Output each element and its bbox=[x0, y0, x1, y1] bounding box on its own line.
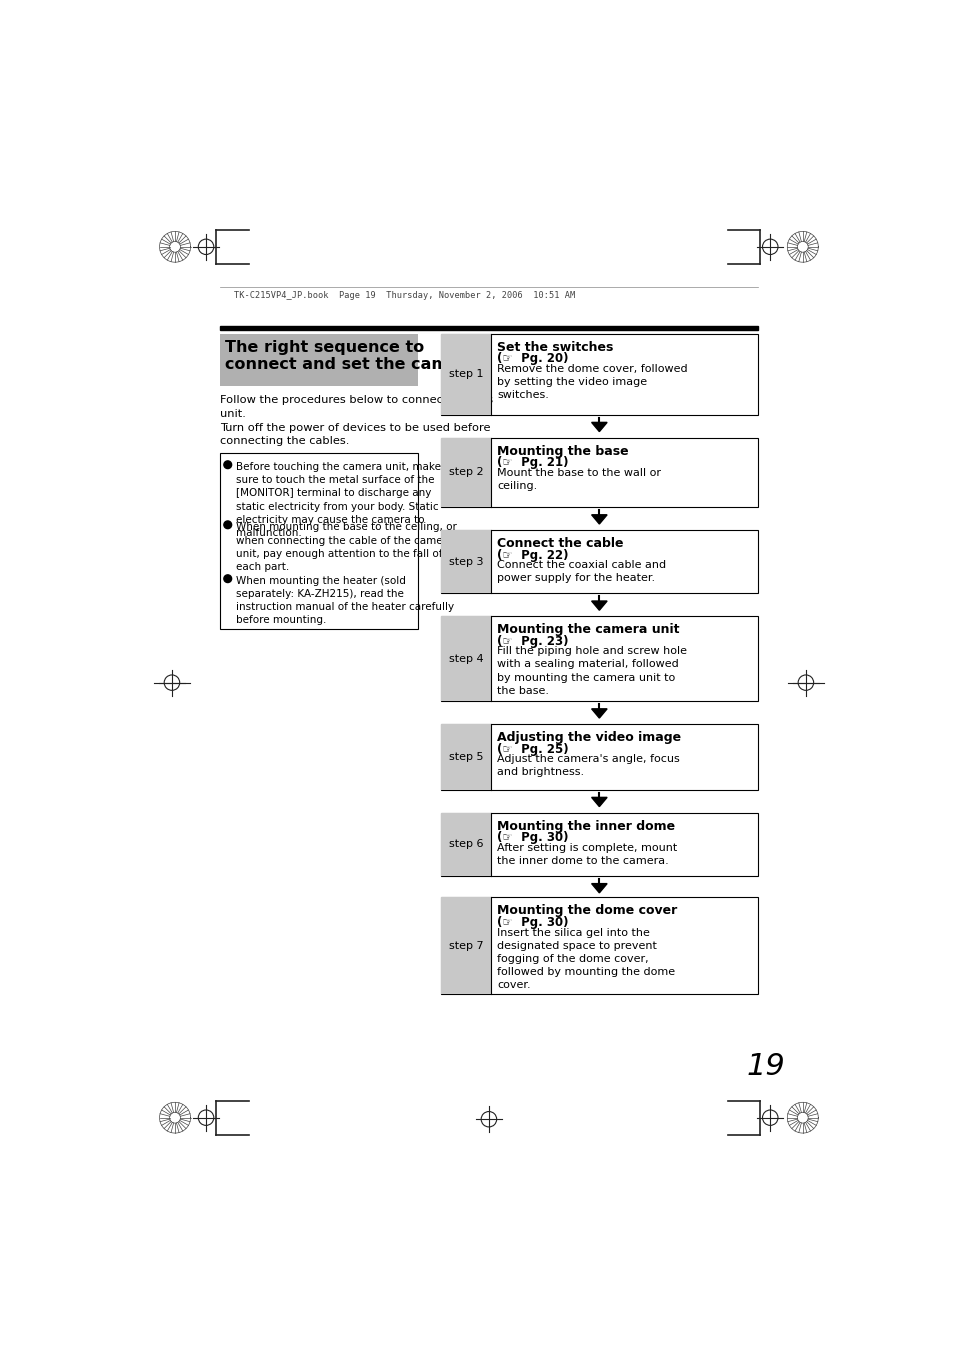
Text: (☞  Pg. 30): (☞ Pg. 30) bbox=[497, 831, 568, 844]
Text: Follow the procedures below to connect/set this
unit.
Turn off the power of devi: Follow the procedures below to connect/s… bbox=[220, 396, 493, 446]
Text: Mount the base to the wall or
ceiling.: Mount the base to the wall or ceiling. bbox=[497, 467, 660, 490]
Polygon shape bbox=[591, 515, 606, 524]
Text: Before touching the camera unit, make
sure to touch the metal surface of the
[MO: Before touching the camera unit, make su… bbox=[236, 462, 441, 538]
Text: step 7: step 7 bbox=[448, 940, 483, 951]
Bar bbox=[440, 530, 757, 593]
Bar bbox=[440, 438, 757, 507]
Bar bbox=[440, 897, 491, 994]
Polygon shape bbox=[591, 601, 606, 611]
Text: Mounting the dome cover: Mounting the dome cover bbox=[497, 904, 677, 917]
Text: When mounting the heater (sold
separately: KA-ZH215), read the
instruction manua: When mounting the heater (sold separatel… bbox=[236, 577, 454, 626]
Bar bbox=[440, 530, 491, 593]
Polygon shape bbox=[591, 423, 606, 431]
Bar bbox=[440, 813, 757, 875]
Bar bbox=[440, 813, 491, 875]
Circle shape bbox=[224, 461, 232, 469]
Bar bbox=[440, 724, 491, 790]
Text: Mounting the inner dome: Mounting the inner dome bbox=[497, 820, 675, 832]
Bar bbox=[220, 326, 757, 330]
Bar bbox=[220, 453, 417, 628]
Bar bbox=[440, 616, 491, 701]
Text: Connect the coaxial cable and
power supply for the heater.: Connect the coaxial cable and power supp… bbox=[497, 561, 666, 584]
Text: step 5: step 5 bbox=[448, 753, 483, 762]
Bar bbox=[440, 438, 491, 507]
Text: TK-C215VP4_JP.book  Page 19  Thursday, November 2, 2006  10:51 AM: TK-C215VP4_JP.book Page 19 Thursday, Nov… bbox=[233, 290, 575, 300]
Polygon shape bbox=[591, 797, 606, 807]
Bar bbox=[220, 334, 417, 386]
Text: step 6: step 6 bbox=[448, 839, 483, 850]
Text: (☞  Pg. 23): (☞ Pg. 23) bbox=[497, 635, 568, 648]
Text: Connect the cable: Connect the cable bbox=[497, 538, 623, 550]
Text: step 4: step 4 bbox=[448, 654, 483, 663]
Text: step 1: step 1 bbox=[448, 369, 483, 380]
Text: When mounting the base to the ceiling, or
when connecting the cable of the camer: When mounting the base to the ceiling, o… bbox=[236, 523, 456, 571]
Text: (☞  Pg. 22): (☞ Pg. 22) bbox=[497, 549, 568, 562]
Text: After setting is complete, mount
the inner dome to the camera.: After setting is complete, mount the inn… bbox=[497, 843, 677, 866]
Text: (☞  Pg. 30): (☞ Pg. 30) bbox=[497, 916, 568, 929]
Polygon shape bbox=[591, 709, 606, 719]
Polygon shape bbox=[591, 884, 606, 893]
Text: Mounting the base: Mounting the base bbox=[497, 444, 628, 458]
Text: Remove the dome cover, followed
by setting the video image
switches.: Remove the dome cover, followed by setti… bbox=[497, 363, 687, 400]
Text: The right sequence to: The right sequence to bbox=[225, 340, 424, 355]
Text: Mounting the camera unit: Mounting the camera unit bbox=[497, 623, 679, 636]
Text: Adjust the camera's angle, focus
and brightness.: Adjust the camera's angle, focus and bri… bbox=[497, 754, 679, 777]
Bar bbox=[440, 724, 757, 790]
Text: Adjusting the video image: Adjusting the video image bbox=[497, 731, 680, 744]
Text: (☞  Pg. 21): (☞ Pg. 21) bbox=[497, 457, 568, 469]
Bar bbox=[440, 334, 491, 415]
Text: connect and set the camera: connect and set the camera bbox=[225, 357, 477, 372]
Bar bbox=[440, 334, 757, 415]
Text: (☞  Pg. 20): (☞ Pg. 20) bbox=[497, 353, 568, 365]
Circle shape bbox=[224, 521, 232, 528]
Circle shape bbox=[224, 574, 232, 582]
Text: Fill the piping hole and screw hole
with a sealing material, followed
by mountin: Fill the piping hole and screw hole with… bbox=[497, 646, 687, 696]
Text: 19: 19 bbox=[746, 1051, 785, 1081]
Text: Insert the silica gel into the
designated space to prevent
fogging of the dome c: Insert the silica gel into the designate… bbox=[497, 928, 675, 990]
Bar bbox=[440, 616, 757, 701]
Text: (☞  Pg. 25): (☞ Pg. 25) bbox=[497, 743, 569, 755]
Text: Set the switches: Set the switches bbox=[497, 340, 613, 354]
Text: step 2: step 2 bbox=[448, 467, 483, 477]
Bar bbox=[440, 897, 757, 994]
Text: step 3: step 3 bbox=[448, 557, 483, 567]
